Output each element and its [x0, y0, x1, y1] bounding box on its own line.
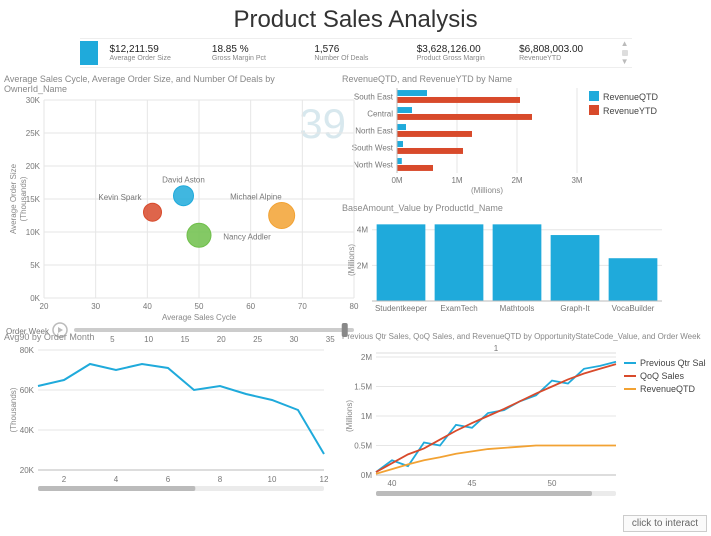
svg-text:10: 10: [268, 475, 277, 484]
svg-text:5K: 5K: [30, 261, 40, 270]
svg-text:4M: 4M: [357, 226, 368, 235]
kpi-scroll[interactable]: ▲ ▼: [618, 40, 632, 66]
kpi-label: Average Order Size: [110, 55, 204, 62]
kpi-label: RevenueYTD: [519, 55, 613, 62]
click-to-interact-button[interactable]: click to interact: [623, 515, 707, 532]
kpi-label: Product Gross Margin: [417, 55, 511, 62]
svg-text:Michael Alpine: Michael Alpine: [230, 193, 282, 202]
svg-text:0M: 0M: [361, 471, 372, 480]
svg-text:2M: 2M: [361, 353, 372, 362]
svg-text:45: 45: [468, 479, 477, 488]
svg-text:1: 1: [494, 344, 499, 353]
kpi-label: Number Of Deals: [314, 55, 408, 62]
svg-text:30: 30: [91, 302, 100, 311]
svg-text:6: 6: [166, 475, 171, 484]
svg-text:3M: 3M: [571, 176, 582, 185]
chart-title: Previous Qtr Sales, QoQ Sales, and Reven…: [342, 332, 706, 341]
svg-text:RevenueQTD: RevenueQTD: [603, 92, 659, 102]
svg-text:David Aston: David Aston: [162, 176, 205, 185]
svg-text:(Thousands): (Thousands): [19, 176, 28, 221]
scroll-thumb[interactable]: [622, 50, 628, 56]
svg-text:4: 4: [114, 475, 119, 484]
svg-text:39: 39: [299, 100, 346, 147]
svg-text:RevenueQTD: RevenueQTD: [640, 384, 696, 394]
svg-text:Kevin Spark: Kevin Spark: [98, 193, 142, 202]
svg-text:(Thousands): (Thousands): [9, 387, 18, 432]
svg-text:80K: 80K: [20, 346, 35, 355]
kpi-revenue-ytd[interactable]: $6,808,003.00 RevenueYTD: [515, 42, 617, 64]
chart-title: RevenueQTD, and RevenueYTD by Name: [342, 74, 706, 84]
svg-text:RevenueYTD: RevenueYTD: [603, 106, 658, 116]
svg-text:Previous Qtr Sales: Previous Qtr Sales: [640, 358, 706, 368]
svg-text:1M: 1M: [361, 412, 372, 421]
kpi-value: $3,628,126.00: [417, 44, 511, 55]
kpi-avg-order-size[interactable]: $12,211.59 Average Order Size: [106, 42, 208, 64]
chart-canvas: 2M 4M(Millions) Studentkeeper ExamTech Matht…: [342, 215, 672, 327]
svg-text:50: 50: [195, 302, 204, 311]
svg-text:1M: 1M: [451, 176, 462, 185]
page-title: Product Sales Analysis: [0, 0, 711, 38]
svg-text:20K: 20K: [20, 466, 35, 475]
svg-text:8: 8: [218, 475, 223, 484]
chart-canvas: 1 0M 0.5M 1M 1.5M 2M (Millions) 40 45 50 Previous …: [342, 343, 706, 503]
svg-text:QoQ Sales: QoQ Sales: [640, 371, 685, 381]
svg-text:40K: 40K: [20, 426, 35, 435]
kpi-value: 18.85 %: [212, 44, 306, 55]
svg-text:(Millions): (Millions): [347, 244, 356, 276]
svg-text:(Millions): (Millions): [471, 186, 503, 195]
svg-text:50: 50: [548, 479, 557, 488]
svg-text:60: 60: [246, 302, 255, 311]
kpi-value: $12,211.59: [110, 44, 204, 55]
chart-revenue-by-name[interactable]: RevenueQTD, and RevenueYTD by Name 0M 1M 2…: [342, 74, 706, 199]
chevron-down-icon[interactable]: ▼: [621, 58, 629, 66]
chart-baseamount-by-product[interactable]: BaseAmount_Value by ProductId_Name 2M 4M(…: [342, 203, 706, 328]
svg-text:Central: Central: [367, 110, 393, 119]
svg-text:Mathtools: Mathtools: [500, 304, 535, 313]
svg-text:Average Order Size: Average Order Size: [9, 163, 18, 234]
chart-bubble[interactable]: Average Sales Cycle, Average Order Size,…: [4, 74, 334, 328]
svg-text:20: 20: [40, 302, 49, 311]
svg-text:0.5M: 0.5M: [354, 442, 372, 451]
svg-text:1.5M: 1.5M: [354, 383, 372, 392]
svg-text:2M: 2M: [357, 261, 368, 270]
kpi-number-of-deals[interactable]: 1,576 Number Of Deals: [310, 42, 412, 64]
svg-text:ExamTech: ExamTech: [440, 304, 477, 313]
svg-text:15K: 15K: [26, 195, 41, 204]
chart-title: Average Sales Cycle, Average Order Size,…: [4, 74, 334, 94]
kpi-strip: $12,211.59 Average Order Size 18.85 % Gr…: [80, 38, 632, 68]
svg-text:70: 70: [298, 302, 307, 311]
svg-text:Studentkeeper: Studentkeeper: [375, 304, 427, 313]
chart-title: Avg90 by Order Month: [4, 332, 334, 342]
svg-text:(Millions): (Millions): [345, 400, 354, 432]
chart-canvas: 0M1M2M3M(Millions)South EastCentralNorth…: [342, 86, 672, 198]
chart-avg90[interactable]: Avg90 by Order Month 20K 40K 60K 80K (Thousa…: [4, 332, 334, 532]
kpi-product-gross-margin[interactable]: $3,628,126.00 Product Gross Margin: [413, 42, 515, 64]
kpi-label: Gross Margin Pct: [212, 55, 306, 62]
kpi-value: $6,808,003.00: [519, 44, 613, 55]
chart-canvas: 390K5K10K15K20K25K30K20304050607080Avera…: [4, 96, 368, 348]
chart-canvas: 20K 40K 60K 80K (Thousands) 2 4 6 8 10 12: [4, 344, 334, 504]
kpi-value: 1,576: [314, 44, 408, 55]
svg-text:10K: 10K: [26, 228, 41, 237]
chart-title: BaseAmount_Value by ProductId_Name: [342, 203, 706, 213]
svg-text:Graph-It: Graph-It: [560, 304, 590, 313]
svg-text:0M: 0M: [391, 176, 402, 185]
svg-text:Nancy Addler: Nancy Addler: [223, 232, 271, 241]
svg-text:2M: 2M: [511, 176, 522, 185]
svg-text:25K: 25K: [26, 129, 41, 138]
svg-text:60K: 60K: [20, 386, 35, 395]
svg-text:40: 40: [143, 302, 152, 311]
svg-text:Average Sales Cycle: Average Sales Cycle: [162, 313, 237, 322]
svg-text:20K: 20K: [26, 162, 41, 171]
svg-text:40: 40: [388, 479, 397, 488]
svg-text:30K: 30K: [26, 96, 41, 105]
svg-text:2: 2: [62, 475, 67, 484]
chevron-up-icon[interactable]: ▲: [621, 40, 629, 48]
chart-qtr-sales[interactable]: Previous Qtr Sales, QoQ Sales, and Reven…: [342, 332, 706, 532]
kpi-accent: [80, 41, 98, 65]
kpi-gross-margin-pct[interactable]: 18.85 % Gross Margin Pct: [208, 42, 310, 64]
svg-text:VocaBuilder: VocaBuilder: [612, 304, 655, 313]
svg-text:12: 12: [320, 475, 329, 484]
